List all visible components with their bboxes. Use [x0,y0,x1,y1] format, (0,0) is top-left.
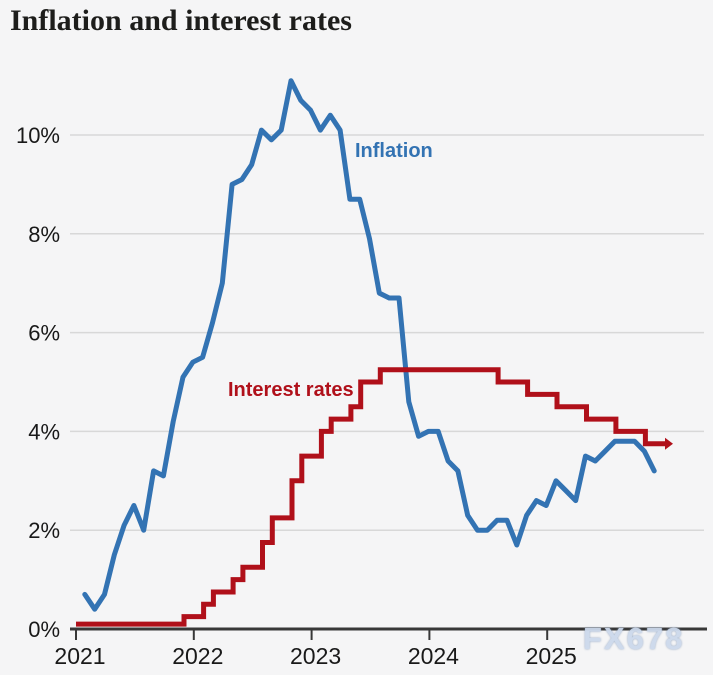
y-tick-label: 4% [28,419,60,444]
interest-rates-line [76,367,665,627]
x-tick-label: 2024 [408,643,459,669]
rates-arrow-tip [665,437,673,450]
y-tick-label: 10% [16,123,60,148]
inflation-line [82,78,657,612]
x-tick-label: 2022 [172,643,223,669]
x-tick-label: 2025 [526,643,577,669]
y-tick-label: 8% [28,222,60,247]
inflation-series-label: Inflation [355,140,433,162]
interest-rates-series-label: Interest rates [228,379,354,401]
y-tick-label: 0% [28,617,60,642]
y-tick-label: 2% [28,518,60,543]
chart-title: Inflation and interest rates [10,4,352,37]
x-tick-label: 2021 [54,643,105,669]
x-tick-label: 2023 [290,643,341,669]
y-tick-label: 6% [28,321,60,346]
fx678-watermark: FX678 [583,621,685,656]
